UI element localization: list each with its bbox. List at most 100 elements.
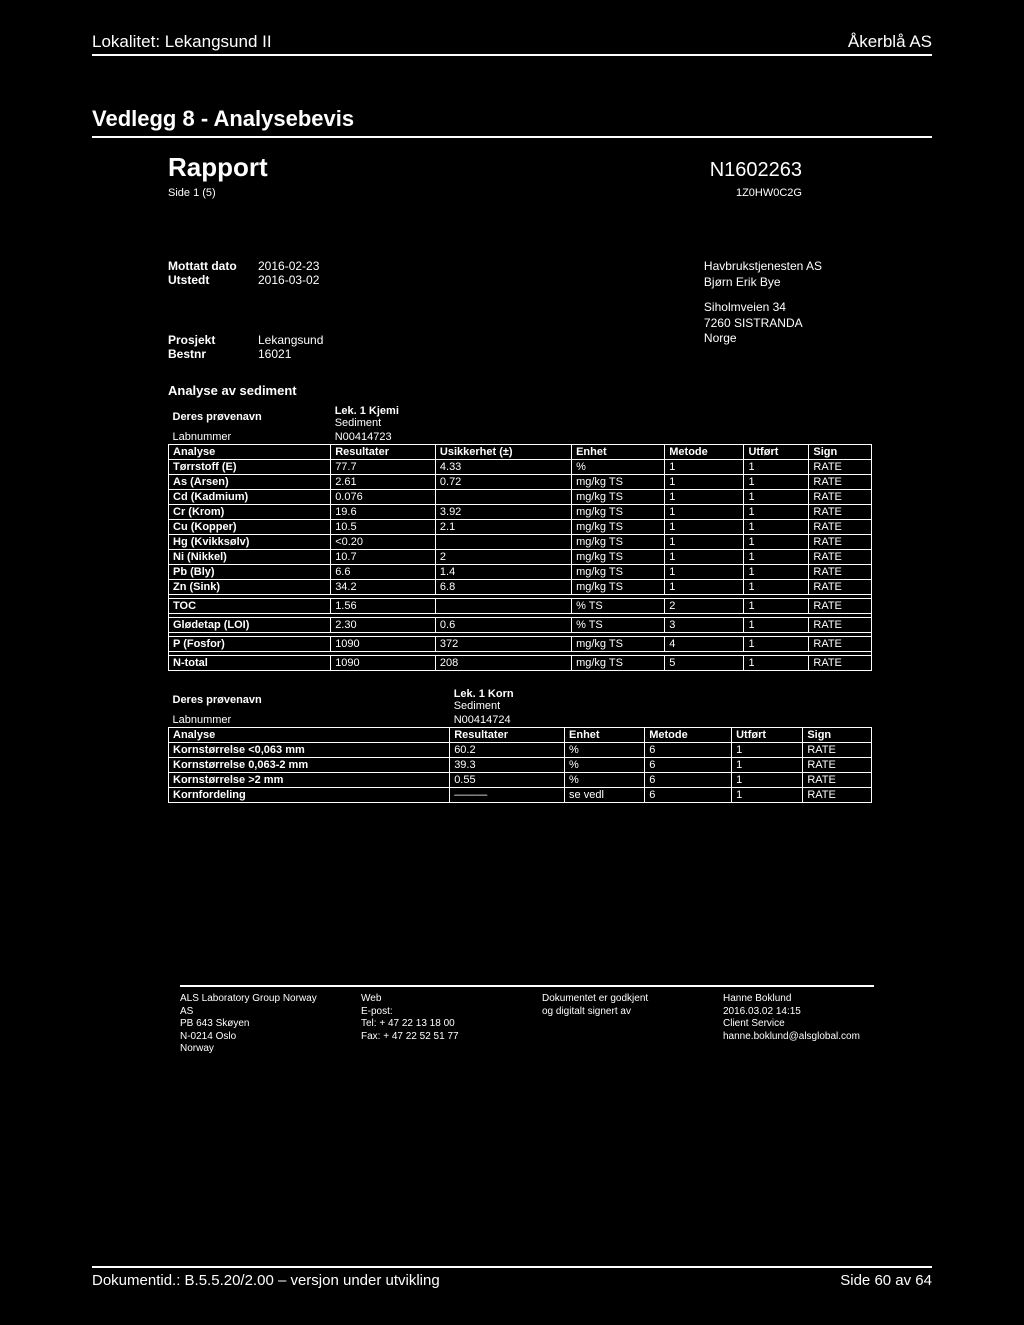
table-row: Pb (Bly)6.61.4mg/kg TS11RATE <box>169 565 872 580</box>
table-cell: 4.33 <box>435 460 571 475</box>
table-row: Kornfordeling———se vedl61RATE <box>169 788 872 803</box>
mottatt-label: Mottatt dato <box>168 259 258 273</box>
table-cell: Pb (Bly) <box>169 565 331 580</box>
table-row: Zn (Sink)34.26.8mg/kg TS11RATE <box>169 580 872 595</box>
table-cell: mg/kg TS <box>572 565 665 580</box>
table-cell: 1 <box>744 460 809 475</box>
table-cell: 6 <box>645 758 732 773</box>
report-footer: ALS Laboratory Group Norway AS PB 643 Sk… <box>180 985 874 1056</box>
table-cell: Hg (Kvikksølv) <box>169 535 331 550</box>
table-cell: mg/kg TS <box>572 490 665 505</box>
table-cell: mg/kg TS <box>572 520 665 535</box>
table-cell: 1.56 <box>331 599 436 614</box>
t1-h3: Enhet <box>572 445 665 460</box>
attachment-title: Vedlegg 8 - Analysebevis <box>92 106 932 138</box>
table-row: Kornstørrelse >2 mm0.55%61RATE <box>169 773 872 788</box>
table-cell: 1 <box>744 637 809 652</box>
table-cell: <0.20 <box>331 535 436 550</box>
table-cell: mg/kg TS <box>572 505 665 520</box>
page-footer: Dokumentid.: B.5.5.20/2.00 – versjon und… <box>92 1266 932 1289</box>
table-cell: 6.8 <box>435 580 571 595</box>
header-right: Åkerblå AS <box>848 32 932 52</box>
table-cell: Kornstørrelse 0,063-2 mm <box>169 758 450 773</box>
table-cell: 1 <box>665 520 744 535</box>
t2-h1: Resultater <box>450 728 565 743</box>
table-cell: 1090 <box>331 637 436 652</box>
table-row: As (Arsen)2.610.72mg/kg TS11RATE <box>169 475 872 490</box>
mottatt-value: 2016-02-23 <box>258 259 368 273</box>
table-row: TOC1.56% TS21RATE <box>169 599 872 614</box>
table-cell: RATE <box>803 773 872 788</box>
table-cell: 1 <box>744 505 809 520</box>
page-header: Lokalitet: Lekangsund II Åkerblå AS <box>92 32 932 56</box>
table-cell: Kornstørrelse >2 mm <box>169 773 450 788</box>
table-row: Cr (Krom)19.63.92mg/kg TS11RATE <box>169 505 872 520</box>
table-cell: Kornfordeling <box>169 788 450 803</box>
table-cell: 1 <box>744 490 809 505</box>
table-cell: 1090 <box>331 656 436 671</box>
t2-h5: Sign <box>803 728 872 743</box>
f1-l3: N-0214 Oslo <box>180 1031 331 1044</box>
grain-size-table: Deres prøvenavn Lek. 1 KornSediment Labn… <box>168 687 872 803</box>
table-cell: % <box>572 460 665 475</box>
recipient-l5: Norge <box>704 331 822 347</box>
table-cell: 0.55 <box>450 773 565 788</box>
f1-l4: Norway <box>180 1043 331 1056</box>
table-cell: % TS <box>572 618 665 633</box>
t1-h2: Usikkerhet (±) <box>435 445 571 460</box>
f2-l1: Web <box>361 993 512 1006</box>
table-cell <box>435 490 571 505</box>
table-cell: 0.076 <box>331 490 436 505</box>
table-row: Cd (Kadmium)0.076mg/kg TS11RATE <box>169 490 872 505</box>
table-cell: mg/kg TS <box>572 656 665 671</box>
table-cell: Cu (Kopper) <box>169 520 331 535</box>
page-indicator: Side 1 (5) <box>168 187 216 199</box>
table-cell: 6 <box>645 743 732 758</box>
table-cell: 34.2 <box>331 580 436 595</box>
f1-l2: PB 643 Skøyen <box>180 1018 331 1031</box>
table-cell: 2.61 <box>331 475 436 490</box>
table-cell: 6 <box>645 788 732 803</box>
recipient-l3: Siholmveien 34 <box>704 300 822 316</box>
table-cell: RATE <box>809 565 872 580</box>
table-cell: RATE <box>809 475 872 490</box>
prosjekt-value: Lekangsund <box>258 333 368 347</box>
table-cell: 2.30 <box>331 618 436 633</box>
table-cell: 2.1 <box>435 520 571 535</box>
t1-sample: Lek. 1 Kjemi <box>335 405 399 417</box>
t1-h4: Metode <box>665 445 744 460</box>
table-cell: % <box>565 743 645 758</box>
table-cell: RATE <box>809 460 872 475</box>
table-cell: mg/kg TS <box>572 580 665 595</box>
table-cell: RATE <box>809 637 872 652</box>
table-cell: 1 <box>744 535 809 550</box>
f3-l1: Dokumentet er godkjent <box>542 993 693 1006</box>
table-cell: RATE <box>803 758 872 773</box>
table-row: Tørrstoff (E)77.74.33%11RATE <box>169 460 872 475</box>
bestnr-label: Bestnr <box>168 347 258 361</box>
t1-sample-label: Deres prøvenavn <box>169 404 331 430</box>
table-cell: 1 <box>744 580 809 595</box>
t2-sample2: Sediment <box>454 700 500 712</box>
footer-col1: ALS Laboratory Group Norway AS PB 643 Sk… <box>180 993 331 1056</box>
table-cell: Glødetap (LOI) <box>169 618 331 633</box>
prosjekt-label: Prosjekt <box>168 333 258 347</box>
table-cell: Cr (Krom) <box>169 505 331 520</box>
table-cell: 208 <box>435 656 571 671</box>
table-cell: 2 <box>435 550 571 565</box>
t2-h2: Enhet <box>565 728 645 743</box>
table-cell: Tørrstoff (E) <box>169 460 331 475</box>
table-cell: RATE <box>809 535 872 550</box>
f4-l4: hanne.boklund@alsglobal.com <box>723 1031 874 1044</box>
table-cell: P (Fosfor) <box>169 637 331 652</box>
table-cell: 1.4 <box>435 565 571 580</box>
table-cell: 1 <box>744 599 809 614</box>
table-cell: Ni (Nikkel) <box>169 550 331 565</box>
table-cell: se vedl <box>565 788 645 803</box>
table-cell: As (Arsen) <box>169 475 331 490</box>
table-cell: % TS <box>572 599 665 614</box>
table-cell: 1 <box>665 565 744 580</box>
report-id: N1602263 <box>710 159 802 182</box>
footer-col4: Hanne Boklund 2016.03.02 14:15 Client Se… <box>723 993 874 1056</box>
page-number: Side 60 av 64 <box>840 1272 932 1289</box>
